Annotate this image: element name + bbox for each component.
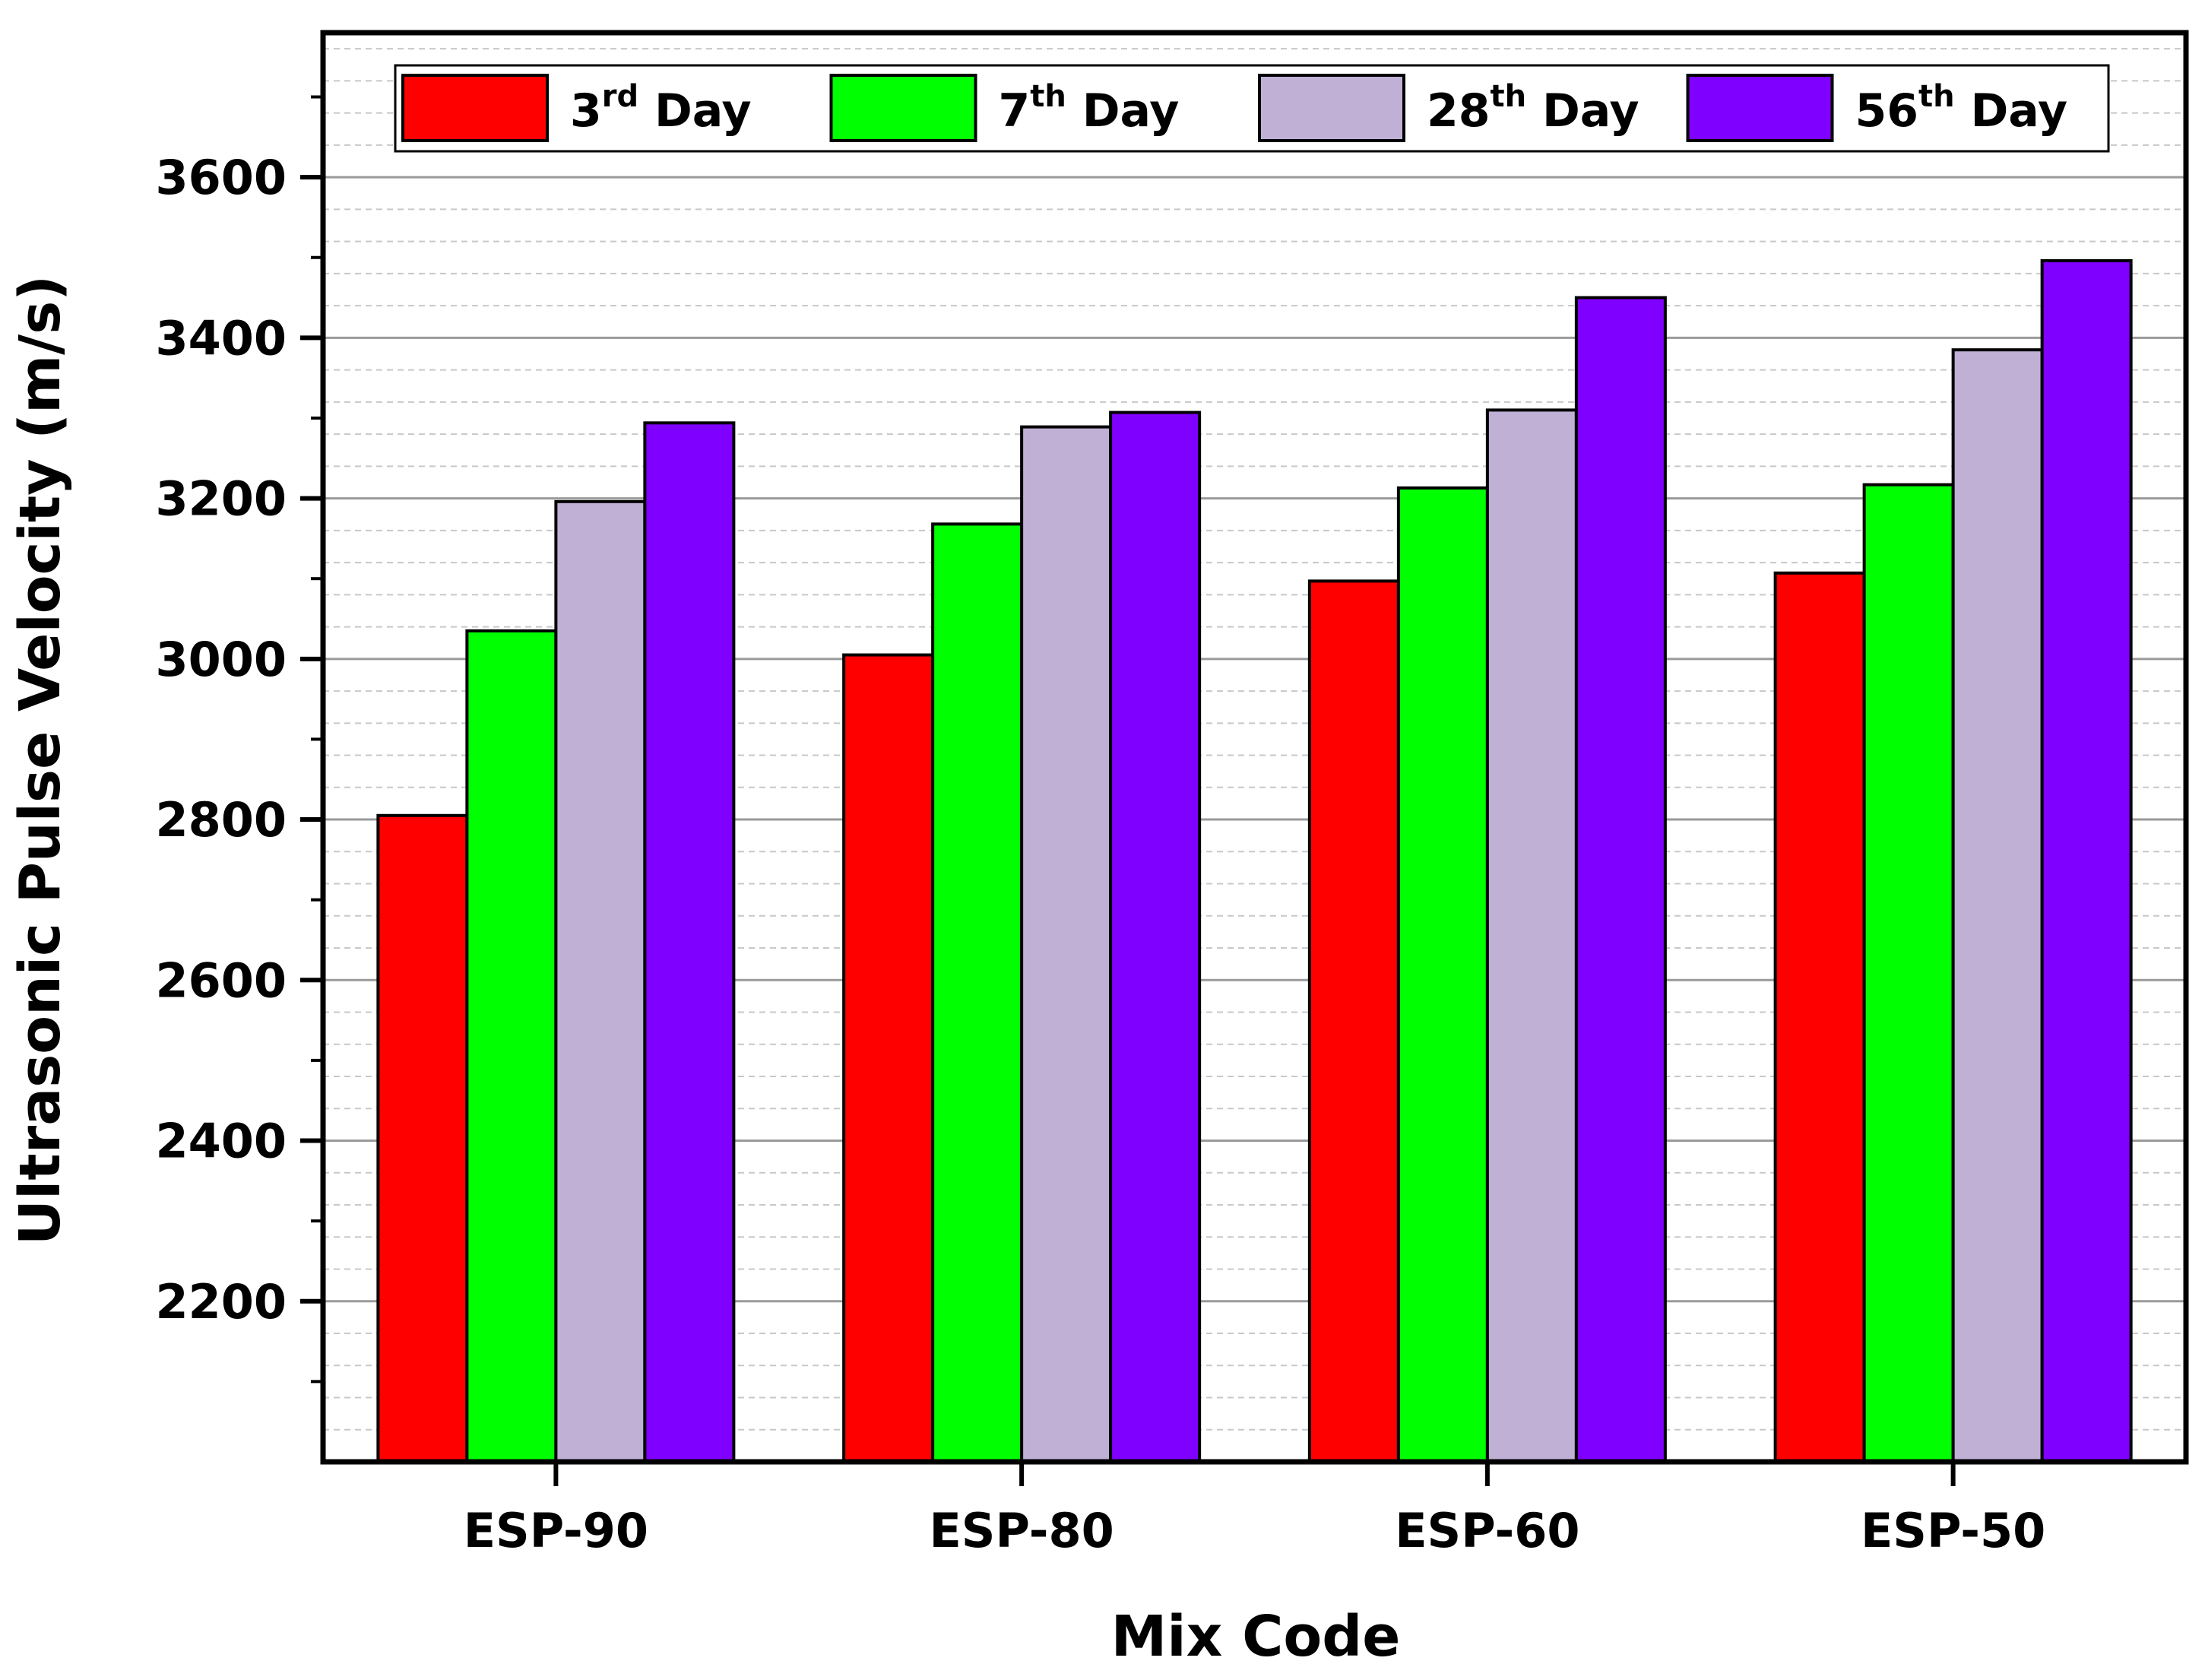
bar-esp-80-7th-day xyxy=(931,522,1024,1463)
bar-esp-60-28th-day xyxy=(1485,408,1578,1463)
bar-esp-50-7th-day xyxy=(1862,483,1955,1463)
bar-esp-60-3rd-day xyxy=(1307,579,1400,1464)
y-tick-label: 3200 xyxy=(155,471,287,527)
y-tick-label: 2800 xyxy=(155,792,287,848)
bar-esp-80-28th-day xyxy=(1020,425,1113,1464)
bar-esp-60-56th-day xyxy=(1574,296,1667,1464)
y-tick-label: 3600 xyxy=(155,150,287,205)
legend-label: 28th Day xyxy=(1427,79,1639,138)
bar-esp-80-56th-day xyxy=(1109,410,1202,1464)
y-axis: 2200 2400 2600 2800 3000 3200 3400 3600 xyxy=(155,95,323,1384)
legend-swatch xyxy=(829,74,977,142)
y-tick-label: 3400 xyxy=(155,310,287,366)
legend-swatch xyxy=(1258,74,1405,142)
bar-esp-80-3rd-day xyxy=(842,653,935,1463)
bars xyxy=(376,258,2133,1464)
x-axis-title: Mix Code xyxy=(1111,1604,1401,1669)
legend-swatch xyxy=(1686,74,1834,142)
plot-frame xyxy=(320,30,2189,1465)
bar-esp-50-3rd-day xyxy=(1773,571,1866,1463)
y-tick-label: 2600 xyxy=(155,953,287,1008)
legend-label: 3rd Day xyxy=(570,79,752,138)
y-tick-label: 2400 xyxy=(155,1114,287,1169)
x-tick-label: ESP-90 xyxy=(464,1503,648,1558)
bar-esp-60-7th-day xyxy=(1396,486,1489,1464)
bar-esp-50-56th-day xyxy=(2040,258,2133,1463)
bar-esp-90-7th-day xyxy=(465,629,558,1464)
bar-esp-50-28th-day xyxy=(1951,348,2044,1463)
x-tick-label: ESP-80 xyxy=(929,1503,1114,1558)
legend-label: 7th Day xyxy=(999,79,1180,138)
y-axis-title: Ultrasonic Pulse Velocity (m/s) xyxy=(8,275,73,1245)
y-tick-label: 3000 xyxy=(155,632,287,687)
x-tick-label: ESP-50 xyxy=(1861,1503,2045,1558)
legend-label: 56th Day xyxy=(1855,79,2068,138)
bar-esp-90-28th-day xyxy=(554,499,647,1463)
y-tick-label: 2200 xyxy=(155,1274,287,1330)
legend: 3rd Day 7th Day 28th Day 56th Day xyxy=(394,64,2110,153)
x-tick-label: ESP-60 xyxy=(1395,1503,1579,1558)
bar-esp-90-3rd-day xyxy=(376,813,469,1463)
legend-swatch xyxy=(401,74,549,142)
bar-esp-90-56th-day xyxy=(643,421,736,1463)
x-axis: ESP-90 ESP-80 ESP-60 ESP-50 xyxy=(464,1462,2045,1558)
